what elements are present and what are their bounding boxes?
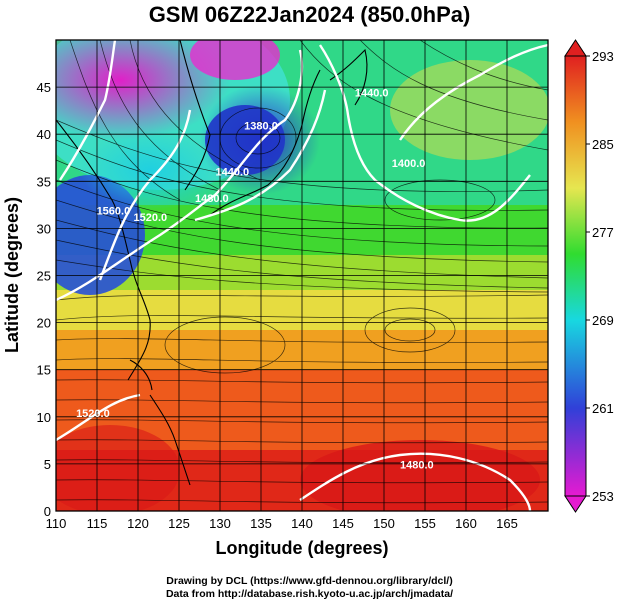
coastlines — [56, 40, 368, 486]
colorbar-bottom-triangle — [564, 495, 587, 513]
x-tick-label: 135 — [250, 516, 272, 531]
y-tick-label: 45 — [37, 80, 51, 95]
y-tick-label: 25 — [37, 269, 51, 284]
plot-frame — [55, 39, 549, 512]
contour-label: 1480.0 — [400, 460, 434, 472]
contour-label: 1380.0 — [244, 120, 278, 132]
colorbar-label: 277 — [592, 225, 614, 240]
colorbar-label: 269 — [592, 313, 614, 328]
colorbar: 293 285 277 269 261 253 — [564, 39, 614, 513]
colorbar-top-triangle — [564, 39, 587, 57]
contour-label: 1480.0 — [195, 193, 229, 205]
colorbar-label: 253 — [592, 489, 614, 504]
colorbar-label: 293 — [592, 49, 614, 64]
y-tick-label: 30 — [37, 221, 51, 236]
colorbar-label: 261 — [592, 401, 614, 416]
x-tick-labels: 110 115 120 125 130 135 140 145 150 155 160 165 — [46, 516, 518, 531]
height-contours — [56, 40, 548, 511]
y-tick-label: 15 — [37, 363, 51, 378]
contour-label: 1440.0 — [215, 167, 249, 179]
x-tick-label: 115 — [87, 516, 108, 531]
y-tick-labels: 0 5 10 15 20 25 30 35 40 45 — [37, 80, 51, 519]
y-tick-label: 40 — [37, 127, 51, 142]
streamlines — [56, 40, 548, 504]
y-axis-label: Latitude (degrees) — [2, 197, 22, 353]
y-tick-label: 20 — [37, 316, 51, 331]
x-tick-label: 155 — [414, 516, 436, 531]
x-tick-label: 145 — [332, 516, 354, 531]
x-tick-label: 130 — [209, 516, 231, 531]
colorbar-labels: 293 285 277 269 261 253 — [586, 49, 614, 504]
y-tick-label: 10 — [37, 410, 51, 425]
contour-label: 1400.0 — [392, 158, 426, 170]
contour-label: 1560.0 — [97, 205, 131, 217]
credit-drawing: Drawing by DCL (https://www.gfd-dennou.o… — [166, 575, 453, 587]
x-tick-label: 110 — [46, 516, 67, 531]
contour-label: 1520.0 — [76, 408, 110, 420]
chart-title: GSM 06Z22Jan2024 (850.0hPa) — [148, 2, 471, 27]
x-axis-label: Longitude (degrees) — [215, 538, 388, 558]
x-tick-label: 140 — [291, 516, 313, 531]
contour-labels: 1440.01480.01520.01560.01400.01440.01480… — [76, 88, 434, 472]
credit-data: Data from http://database.rish.kyoto-u.a… — [165, 588, 454, 600]
x-tick-label: 120 — [127, 516, 149, 531]
contour-label: 1520.0 — [133, 212, 167, 224]
colorbar-fill — [564, 55, 587, 497]
x-tick-label: 160 — [455, 516, 477, 531]
y-tick-label: 35 — [37, 174, 51, 189]
y-tick-label: 0 — [44, 504, 51, 519]
grid-lines — [55, 40, 548, 512]
contour-label: 1440.0 — [355, 88, 389, 100]
colorbar-label: 285 — [592, 137, 614, 152]
temperature-field — [56, 40, 548, 511]
x-tick-label: 165 — [496, 516, 518, 531]
x-tick-label: 125 — [168, 516, 190, 531]
y-tick-label: 5 — [44, 457, 51, 472]
x-tick-label: 150 — [373, 516, 395, 531]
